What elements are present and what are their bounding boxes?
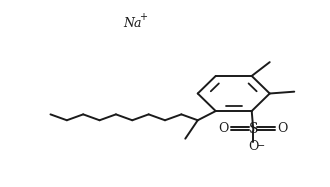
Text: O: O (248, 140, 258, 153)
Text: −: − (256, 141, 265, 151)
Text: S: S (248, 122, 258, 136)
Text: O: O (219, 122, 229, 135)
Text: Na: Na (123, 17, 142, 30)
Text: O: O (278, 122, 288, 135)
Text: +: + (139, 12, 148, 22)
